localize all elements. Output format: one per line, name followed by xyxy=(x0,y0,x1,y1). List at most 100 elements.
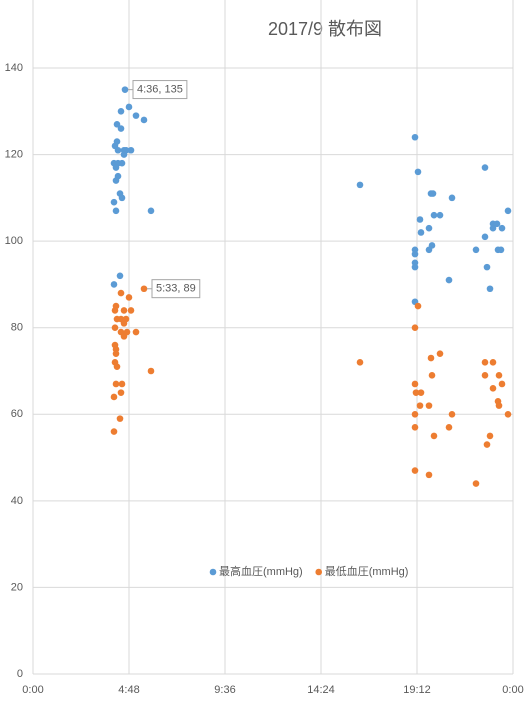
point xyxy=(411,410,419,418)
point xyxy=(430,432,438,440)
y-tick-label: 40 xyxy=(11,495,23,507)
point xyxy=(416,216,424,223)
x-tick-label: 14:24 xyxy=(307,684,335,696)
point xyxy=(411,250,419,258)
point xyxy=(472,480,480,487)
point xyxy=(489,359,497,366)
point xyxy=(486,285,494,293)
point xyxy=(425,471,433,479)
point xyxy=(493,220,501,228)
point xyxy=(411,263,419,271)
point xyxy=(127,307,135,314)
point xyxy=(497,246,505,254)
point xyxy=(504,207,512,215)
point xyxy=(147,367,155,375)
point xyxy=(110,393,118,401)
legend-label: 最高血圧(mmHg) xyxy=(219,564,303,578)
x-tick-label: 0:00 xyxy=(502,684,523,696)
point xyxy=(411,380,419,388)
point xyxy=(147,207,155,215)
chart-title: 2017/9 散布図 xyxy=(268,19,382,39)
point xyxy=(140,285,148,293)
legend-label: 最低血圧(mmHg) xyxy=(325,564,409,578)
point xyxy=(111,324,119,332)
point xyxy=(112,177,120,184)
point xyxy=(125,294,133,301)
point xyxy=(412,389,420,396)
point xyxy=(481,164,489,171)
point xyxy=(120,320,128,327)
point xyxy=(117,107,125,115)
point xyxy=(120,333,128,340)
point xyxy=(427,354,435,362)
point xyxy=(445,423,453,431)
point xyxy=(411,324,419,332)
x-tick-label: 19:12 xyxy=(403,684,431,696)
point xyxy=(113,363,121,370)
point xyxy=(489,224,497,232)
point xyxy=(120,307,128,314)
point xyxy=(116,272,124,280)
point xyxy=(112,164,120,171)
annotation: 4:36, 135 xyxy=(137,84,183,96)
point xyxy=(121,86,129,93)
point xyxy=(411,133,419,141)
point xyxy=(498,380,506,388)
point xyxy=(110,428,118,435)
point xyxy=(132,328,140,336)
point xyxy=(448,410,456,418)
point xyxy=(114,146,122,154)
point xyxy=(117,389,125,396)
point xyxy=(118,194,126,202)
point xyxy=(498,224,506,232)
point xyxy=(425,246,433,254)
point xyxy=(429,190,437,197)
point xyxy=(356,359,364,366)
y-tick-label: 140 xyxy=(5,62,23,74)
point xyxy=(118,159,126,167)
point xyxy=(116,415,124,422)
point xyxy=(481,372,489,379)
point xyxy=(472,246,480,254)
point xyxy=(110,198,118,206)
point xyxy=(416,402,424,409)
x-tick-label: 9:36 xyxy=(214,684,235,696)
point xyxy=(117,289,125,297)
point xyxy=(481,359,489,366)
point xyxy=(425,224,433,232)
y-tick-label: 0 xyxy=(17,668,23,680)
y-tick-label: 100 xyxy=(5,235,23,247)
x-tick-label: 0:00 xyxy=(22,684,43,696)
y-tick-label: 60 xyxy=(11,408,23,420)
legend-marker xyxy=(315,568,323,576)
point xyxy=(411,467,419,474)
y-tick-label: 20 xyxy=(11,581,23,593)
point xyxy=(425,402,433,409)
point xyxy=(417,229,425,236)
y-tick-label: 80 xyxy=(11,322,23,334)
point xyxy=(110,281,118,288)
point xyxy=(448,194,456,202)
point xyxy=(417,389,425,396)
point xyxy=(483,263,491,271)
point xyxy=(483,441,491,448)
point xyxy=(495,372,503,379)
point xyxy=(125,103,133,111)
y-tick-label: 120 xyxy=(5,148,23,160)
point xyxy=(132,112,140,119)
point xyxy=(140,116,148,124)
point xyxy=(495,402,503,409)
annotation: 5:33, 89 xyxy=(156,283,196,295)
point xyxy=(118,380,126,388)
point xyxy=(120,151,128,158)
point xyxy=(489,385,497,392)
point xyxy=(127,146,135,154)
legend-marker xyxy=(209,568,217,576)
point xyxy=(112,350,120,357)
point xyxy=(436,350,444,357)
point xyxy=(430,211,438,219)
point xyxy=(504,410,512,418)
point xyxy=(117,125,125,132)
point xyxy=(111,307,119,314)
